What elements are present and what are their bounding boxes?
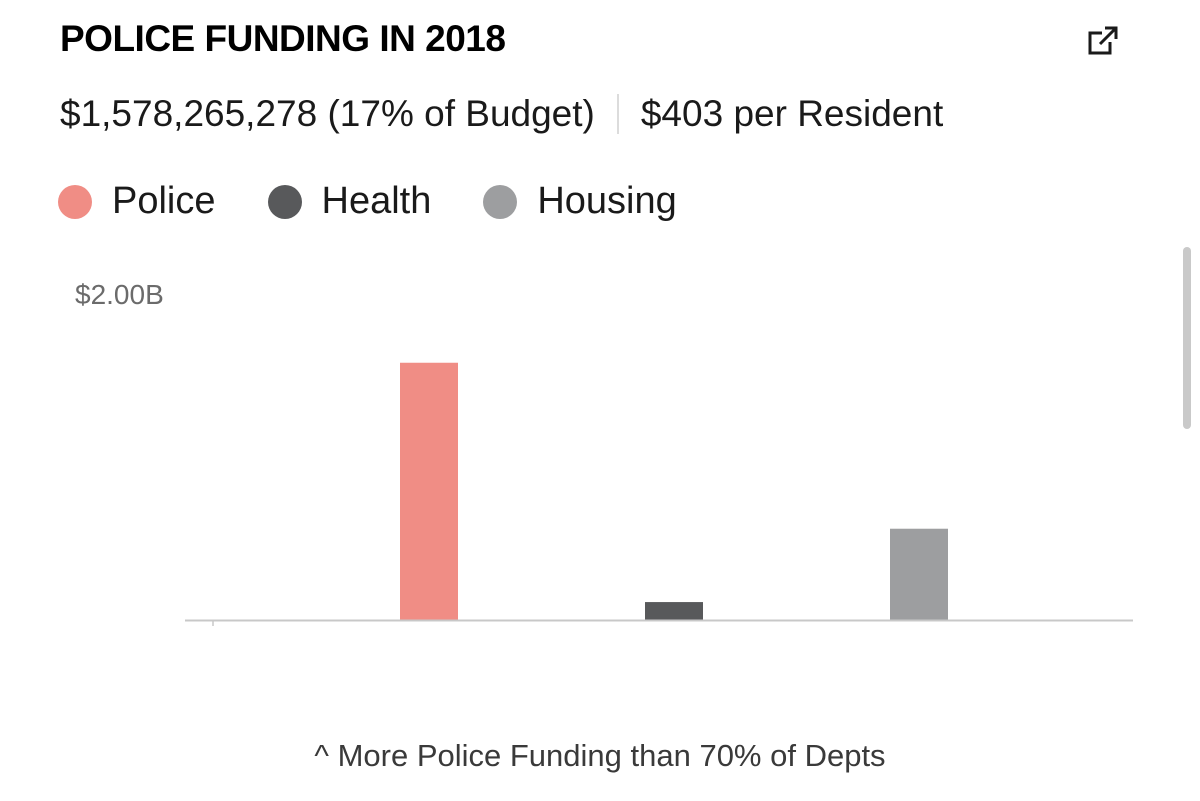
scrollbar[interactable]: [1183, 247, 1191, 429]
legend-label-police: Police: [112, 180, 216, 222]
chart-legend: Police Health Housing: [58, 180, 729, 223]
legend-item-housing[interactable]: Housing: [483, 180, 677, 223]
y-tick-label: $2.00B: [75, 279, 164, 310]
bar-police[interactable]: [400, 362, 458, 620]
per-resident-funding: $403 per Resident: [640, 93, 944, 134]
legend-label-health: Health: [321, 180, 432, 222]
legend-item-health[interactable]: Health: [267, 180, 432, 223]
footnote: ^ More Police Funding than 70% of Depts: [314, 738, 886, 773]
bar-chart: $2.00B: [75, 279, 1133, 626]
summary-divider: [616, 94, 619, 134]
police-dot-icon: [58, 184, 92, 219]
total-funding: $1,578,265,278 (17% of Budget): [60, 93, 595, 134]
bar-health[interactable]: [645, 602, 703, 620]
funding-summary: $1,578,265,278 (17% of Budget) $403 per …: [60, 93, 943, 135]
legend-label-housing: Housing: [537, 180, 677, 222]
bar-housing[interactable]: [890, 528, 948, 620]
page-title: POLICE FUNDING IN 2018: [60, 18, 506, 59]
external-link-icon[interactable]: [1086, 24, 1120, 58]
housing-dot-icon: [483, 184, 518, 219]
health-dot-icon: [267, 184, 302, 219]
legend-item-police[interactable]: Police: [58, 180, 216, 223]
